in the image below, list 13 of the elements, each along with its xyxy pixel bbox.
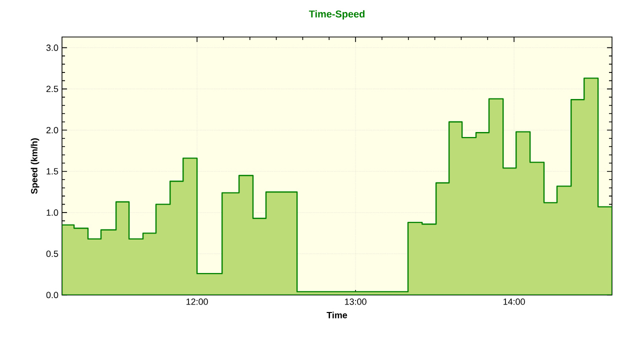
x-tick-label: 14:00: [504, 298, 525, 305]
y-tick-label: 0.0: [46, 292, 58, 298]
chart-title: Time-Speed: [308, 10, 364, 20]
y-axis-title: Speed (km/h): [30, 138, 40, 194]
x-tick-label: 12:00: [186, 298, 208, 305]
x-axis-title: Time: [326, 312, 348, 318]
y-tick-label: 2.0: [46, 126, 58, 134]
y-tick-label: 3.0: [46, 44, 58, 51]
y-tick-label: 1.0: [46, 209, 58, 216]
y-tick-label: 0.5: [46, 250, 58, 257]
y-tick-label: 1.5: [46, 168, 58, 174]
y-tick-label: 2.5: [46, 86, 58, 92]
x-tick-label: 13:00: [345, 298, 366, 305]
